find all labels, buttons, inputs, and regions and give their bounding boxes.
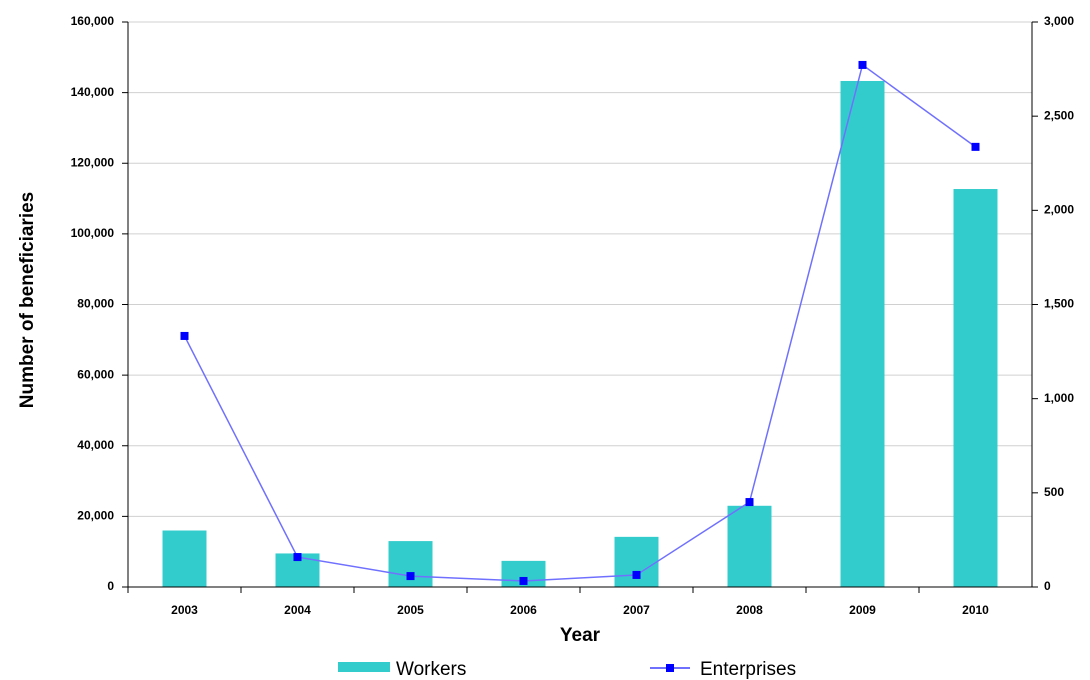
y-tick-label: 20,000: [77, 509, 114, 523]
y2-tick-label: 2,000: [1044, 203, 1074, 217]
line: [183, 63, 976, 582]
legend-swatch: [666, 664, 674, 672]
legend-label: Enterprises: [700, 659, 796, 680]
legend-swatch: [338, 662, 390, 672]
marker: [971, 142, 980, 151]
x-tick-label: 2009: [849, 603, 876, 617]
y-tick-label: 120,000: [71, 155, 115, 169]
marker: [293, 553, 302, 562]
x-tick-label: 2007: [623, 603, 650, 617]
y-axis-title: Number of beneficiaries: [17, 192, 38, 408]
y2-tick-label: 2,500: [1044, 108, 1074, 122]
x-tick-label: 2005: [397, 603, 424, 617]
y2-tick-label: 1,000: [1044, 391, 1074, 405]
legend-label: Workers: [396, 659, 466, 680]
bar: [953, 189, 998, 587]
y-tick-label: 100,000: [71, 226, 115, 240]
bar: [727, 505, 772, 587]
x-axis-title: Year: [560, 625, 601, 646]
x-tick-label: 2004: [284, 603, 311, 617]
y-tick-label: 40,000: [77, 438, 114, 452]
bar: [614, 536, 659, 587]
y2-tick-label: 1,500: [1044, 297, 1074, 311]
y2-tick-label: 0: [1044, 579, 1051, 593]
x-tick-label: 2008: [736, 603, 763, 617]
bar: [162, 530, 207, 587]
y-tick-label: 140,000: [71, 85, 115, 99]
y2-tick-label: 500: [1044, 485, 1064, 499]
marker: [632, 570, 641, 579]
bar: [388, 541, 433, 587]
x-tick-label: 2003: [171, 603, 198, 617]
y2-tick-label: 3,000: [1044, 14, 1074, 28]
y-tick-label: 160,000: [71, 14, 115, 28]
bar: [840, 80, 885, 588]
x-tick-label: 2010: [962, 603, 989, 617]
y-tick-label: 80,000: [77, 297, 114, 311]
y-tick-label: 0: [107, 579, 114, 593]
marker: [519, 576, 528, 585]
marker: [406, 572, 415, 581]
y-tick-label: 60,000: [77, 367, 114, 381]
marker: [180, 331, 189, 340]
x-tick-label: 2006: [510, 603, 537, 617]
marker: [858, 60, 867, 69]
marker: [745, 498, 754, 507]
